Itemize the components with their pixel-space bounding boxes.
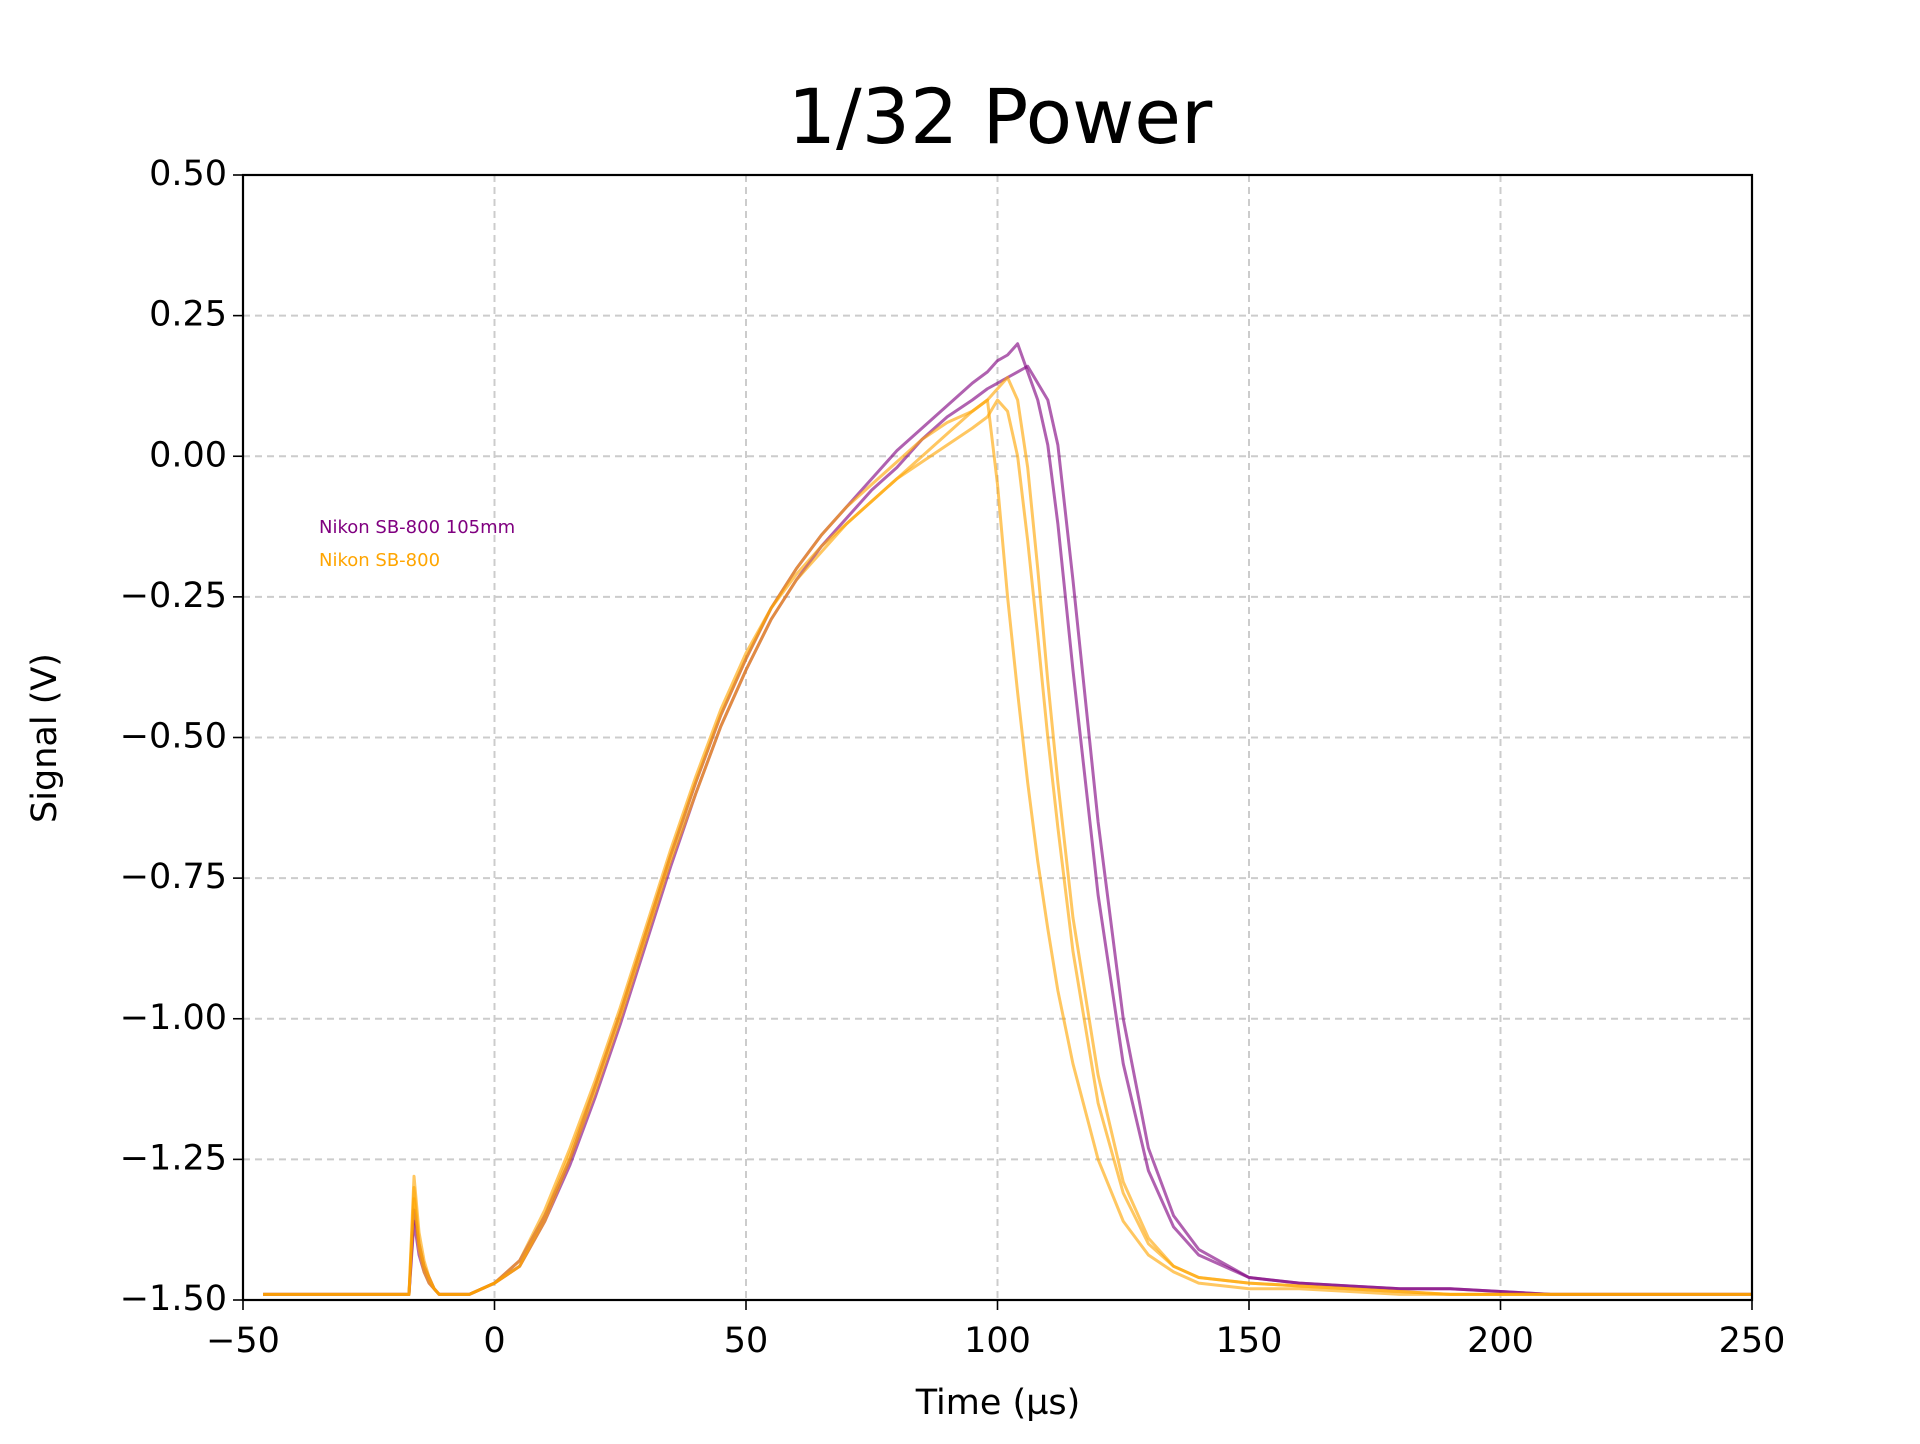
y-tick-label: 0.00 [149,435,227,475]
x-tick-label: 0 [483,1321,505,1361]
y-axis-label: Signal (V) [25,653,65,823]
legend: Nikon SB-800 105mm Nikon SB-800 [319,517,515,571]
grid [242,174,1753,1301]
legend-label: Nikon SB-800 105mm [319,517,515,538]
signal-trace [263,376,1752,1296]
plot-area [263,342,1752,1296]
x-tick-label: 100 [964,1321,1031,1361]
x-axis-label: Time (µs) [915,1383,1081,1423]
x-tick-label: 250 [1719,1321,1786,1361]
y-tick-label: −1.25 [120,1138,227,1178]
ticks: −50 0 50 100 150 200 250 −1.50 −1.25 −1.00 −0.75 −0… [120,154,1786,1361]
y-tick-label: −1.00 [120,998,227,1038]
x-tick-label: −50 [206,1321,280,1361]
x-tick-label: 150 [1216,1321,1283,1361]
y-tick-label: −0.75 [120,857,227,897]
y-tick-label: −0.25 [120,576,227,616]
signal-trace [263,342,1752,1296]
signal-trace [263,364,1752,1296]
chart-title: 1/32 Power [788,72,1213,161]
y-tick-label: −1.50 [120,1279,227,1319]
y-tick-label: 0.50 [149,154,227,194]
x-tick-label: 50 [724,1321,769,1361]
x-tick-label: 200 [1467,1321,1534,1361]
y-tick-label: −0.50 [120,717,227,757]
y-tick-label: 0.25 [149,295,227,335]
legend-label: Nikon SB-800 [319,550,440,571]
